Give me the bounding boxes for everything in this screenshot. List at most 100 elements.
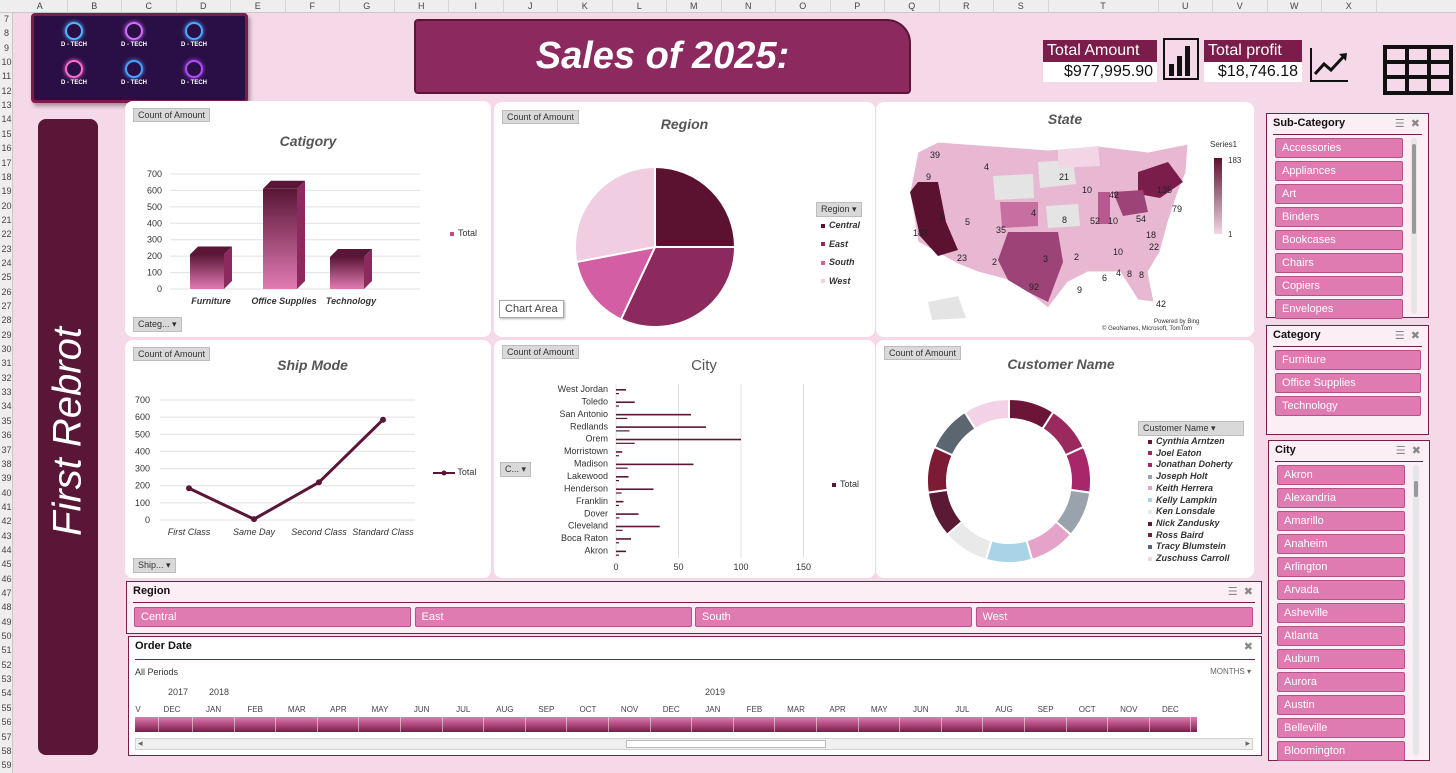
category-bar[interactable]	[190, 246, 232, 290]
timeline-scroll-thumb[interactable]	[626, 740, 826, 748]
shipmode-chart-card[interactable]: Count of Amount Ship Mode 0 100 200 300 400 5…	[125, 340, 491, 578]
row-header-cell[interactable]: 57	[1, 731, 12, 742]
column-header-cell[interactable]: Q	[885, 0, 940, 13]
customer-field-button[interactable]: Count of Amount	[884, 346, 962, 360]
slicer-item-art[interactable]: Art	[1275, 184, 1403, 204]
timeline-month[interactable]: MAR	[787, 705, 805, 714]
row-header-cell[interactable]: 12	[1, 85, 12, 96]
city-bar[interactable]	[616, 438, 741, 441]
customer-legend-filter[interactable]: Customer Name	[1138, 421, 1244, 436]
row-header-cell[interactable]: 50	[1, 631, 12, 642]
row-header-cell[interactable]: 18	[1, 171, 12, 182]
city-scrollbar[interactable]	[1413, 465, 1419, 755]
timeline-month[interactable]: NOV	[1120, 705, 1138, 714]
timeline-bar[interactable]	[135, 717, 1197, 732]
customer-donut-slice[interactable]	[963, 397, 1010, 431]
column-header-cell[interactable]: L	[613, 0, 667, 13]
timeline-month[interactable]: DEC	[163, 705, 181, 714]
timeline-month[interactable]: SEP	[538, 705, 555, 714]
region-pie-slice[interactable]	[654, 165, 737, 248]
row-header-cell[interactable]: 59	[1, 760, 12, 771]
row-header-cell[interactable]: 21	[1, 214, 12, 225]
shipmode-point[interactable]	[316, 479, 322, 486]
region-chart-card[interactable]: Count of Amount Region Region Central Eas…	[494, 102, 875, 337]
column-header-cell[interactable]: R	[940, 0, 994, 13]
column-header-cell[interactable]: W	[1268, 0, 1322, 13]
customer-legend-item[interactable]: Ross Baird	[1148, 530, 1204, 540]
row-header-cell[interactable]: 32	[1, 372, 12, 383]
row-header-cell[interactable]: 37	[1, 444, 12, 455]
slicer-item-furniture[interactable]: Furniture	[1275, 350, 1421, 370]
row-header-cell[interactable]: 42	[1, 516, 12, 527]
city-bar[interactable]	[616, 405, 619, 407]
column-header-cell[interactable]: X	[1322, 0, 1377, 13]
region-pie-slice[interactable]	[574, 165, 656, 264]
shipmode-point[interactable]	[380, 416, 386, 423]
slicer-item-belleville[interactable]: Belleville	[1277, 718, 1405, 738]
category-chart-card[interactable]: Count of Amount Catigory 0 100 200 300 400 50…	[125, 101, 491, 337]
slicer-item-bloomington[interactable]: Bloomington	[1277, 741, 1405, 761]
row-header-cell[interactable]: 25	[1, 272, 12, 283]
subcategory-scroll-thumb[interactable]	[1412, 144, 1416, 234]
timeline-month[interactable]: DEC	[662, 705, 680, 714]
city-bar[interactable]	[616, 389, 626, 391]
row-header-cell[interactable]: 15	[1, 128, 12, 139]
slicer-item-accessories[interactable]: Accessories	[1275, 138, 1403, 158]
city-bar[interactable]	[616, 488, 654, 491]
region-legend-filter[interactable]: Region	[816, 202, 862, 217]
row-header-cell[interactable]: 58	[1, 745, 12, 756]
column-header-cell[interactable]: C	[122, 0, 177, 13]
slicer-item-office-supplies[interactable]: Office Supplies	[1275, 373, 1421, 393]
region-pie-slice[interactable]	[619, 246, 737, 328]
subcategory-scrollbar[interactable]	[1411, 138, 1417, 314]
region-legend-item[interactable]: Central	[821, 220, 860, 230]
slicer-item-akron[interactable]: Akron	[1277, 465, 1405, 485]
column-header-cell[interactable]: I	[449, 0, 504, 13]
city-bar[interactable]	[616, 525, 660, 528]
city-bar[interactable]	[616, 393, 619, 395]
shipmode-field-button[interactable]: Count of Amount	[133, 347, 211, 361]
city-bar[interactable]	[616, 455, 619, 457]
column-header-cell[interactable]: U	[1159, 0, 1213, 13]
column-header-cell[interactable]: T	[1049, 0, 1159, 13]
column-header-cell[interactable]: H	[395, 0, 449, 13]
timeline-scrollbar[interactable]: ◂ ▸	[135, 738, 1253, 750]
customer-legend-item[interactable]: Jonathan Doherty	[1148, 459, 1233, 469]
timeline-scroll-left-icon[interactable]: ◂	[138, 738, 143, 748]
slicer-item-binders[interactable]: Binders	[1275, 207, 1403, 227]
column-header-cell[interactable]: P	[831, 0, 885, 13]
region-slicer-item-west[interactable]: West	[975, 607, 1253, 627]
timeline-month[interactable]: FEB	[247, 705, 263, 714]
row-header-cell[interactable]: 38	[1, 458, 12, 469]
slicer-item-aurora[interactable]: Aurora	[1277, 672, 1405, 692]
slicer-item-technology[interactable]: Technology	[1275, 396, 1421, 416]
timeline-month[interactable]: JUL	[456, 705, 471, 714]
city-bar[interactable]	[616, 467, 628, 469]
slicer-item-bookcases[interactable]: Bookcases	[1275, 230, 1403, 250]
column-header-cell[interactable]: F	[286, 0, 340, 13]
row-header-cell[interactable]: 55	[1, 702, 12, 713]
category-bar[interactable]	[263, 180, 305, 289]
timeline-month[interactable]: OCT	[1078, 705, 1096, 714]
row-header-cell[interactable]: 14	[1, 114, 12, 125]
row-header-cell[interactable]: 29	[1, 329, 12, 340]
column-header-cell[interactable]: B	[68, 0, 122, 13]
row-header-cell[interactable]: 43	[1, 530, 12, 541]
city-bar[interactable]	[616, 513, 639, 515]
timeline-month[interactable]: MAR	[287, 705, 306, 714]
customer-chart-card[interactable]: Count of Amount Customer Name Customer N…	[876, 340, 1254, 578]
timeline-clear-icon[interactable]: ✖	[1243, 641, 1253, 653]
row-header-cell[interactable]: 48	[1, 602, 12, 613]
timeline-month[interactable]: FEB	[746, 705, 763, 714]
city-bar[interactable]	[616, 504, 619, 507]
row-header-cell[interactable]: 49	[1, 616, 12, 627]
column-header-cell[interactable]: D	[177, 0, 231, 13]
timeline-scroll-right-icon[interactable]: ▸	[1245, 738, 1250, 748]
city-bar[interactable]	[616, 538, 631, 540]
timeline-month[interactable]: JAN	[705, 705, 721, 714]
region-slicer-item-central[interactable]: Central	[134, 607, 411, 627]
region-pie-slice[interactable]	[575, 245, 657, 321]
row-header-cell[interactable]: 24	[1, 257, 12, 268]
timeline-month[interactable]: APR	[330, 705, 347, 714]
timeline-month[interactable]: MAY	[371, 705, 389, 714]
